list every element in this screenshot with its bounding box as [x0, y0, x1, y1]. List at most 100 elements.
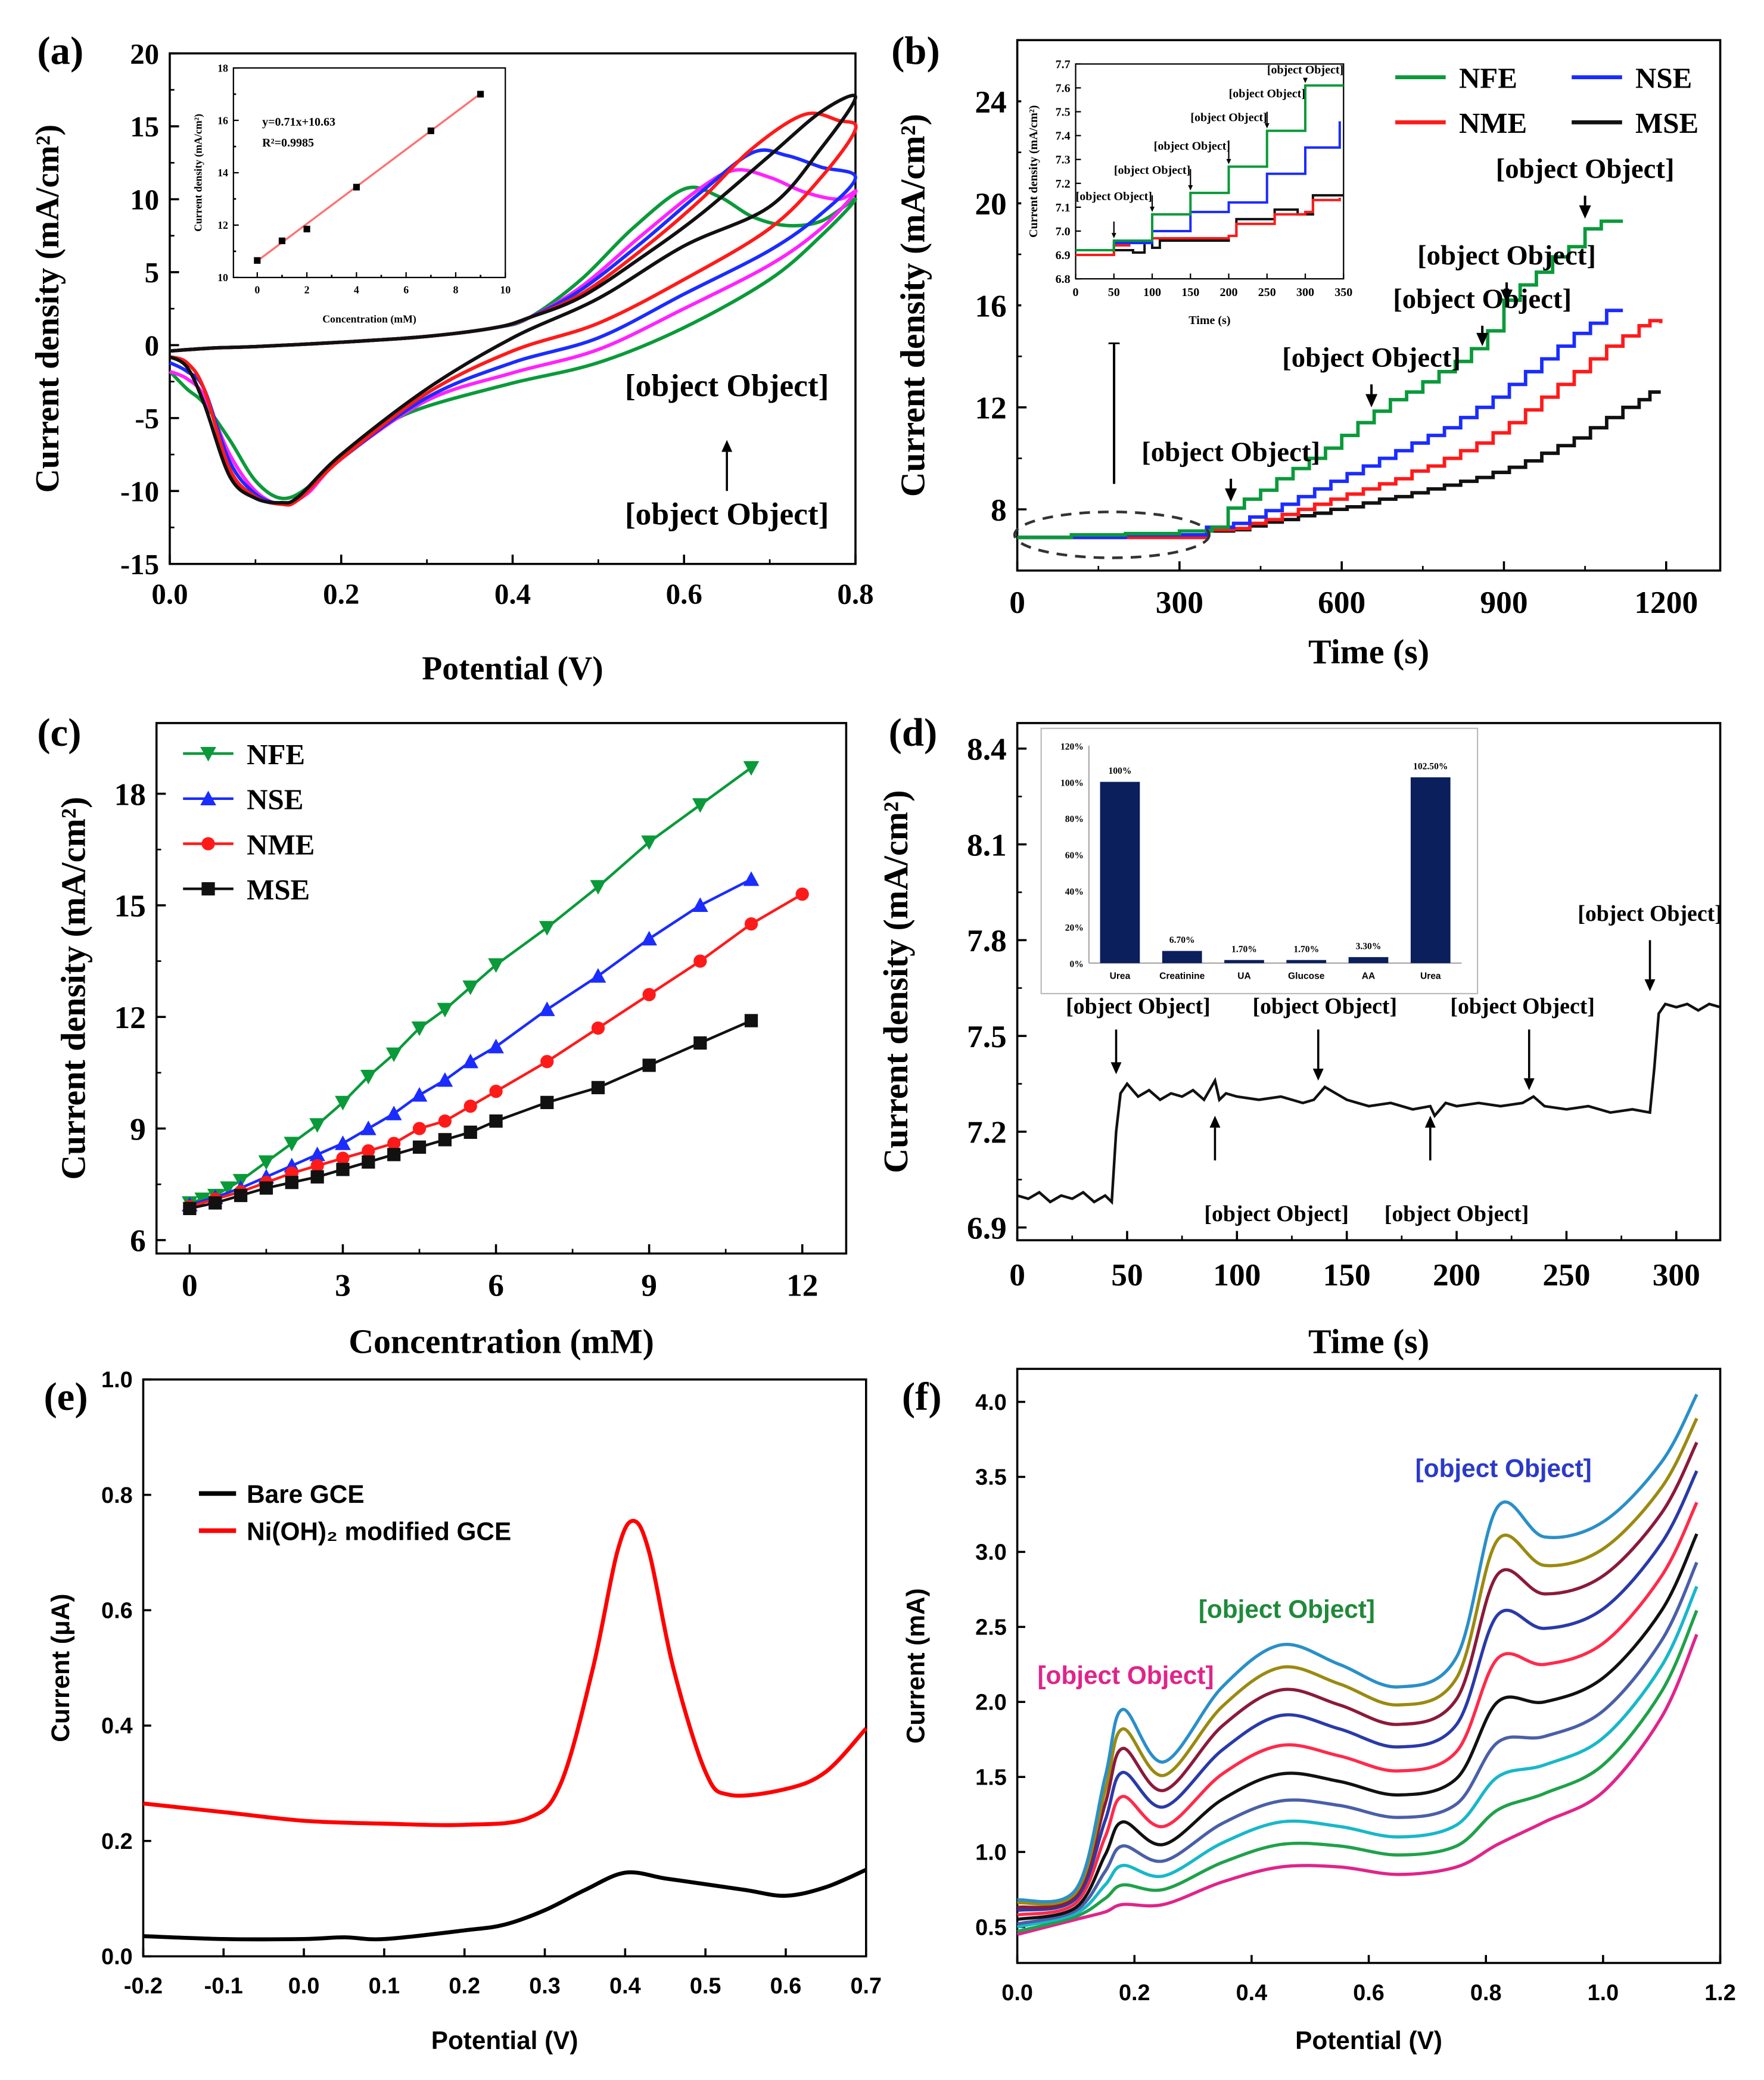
dpv-curve	[1016, 1609, 1698, 1933]
inset-y-tick-label: 80%	[1065, 814, 1084, 824]
dpv-curve	[143, 1868, 867, 1942]
annotation-label: [object Object]	[1417, 240, 1596, 271]
annotation-arrow-head	[1188, 185, 1193, 191]
bar-value-label: 102.50%	[1413, 762, 1448, 772]
annotation-label: [object Object]	[1066, 994, 1211, 1019]
y-tick-label: 2.0	[975, 1690, 1007, 1715]
panel-e: -0.2 -0.1 0.0 0.1 0.2 0.3 0.4 0.5 0.6 0.7 0.0 0.2 0.…	[46, 1368, 882, 2054]
data-point	[278, 237, 286, 244]
marker-square	[591, 1081, 605, 1095]
x-axis-title: Potential (V)	[422, 650, 603, 687]
dpv-curve	[1016, 1633, 1698, 1936]
marker-square	[234, 1188, 248, 1203]
plot-frame	[142, 1378, 867, 1958]
inset-step-curve	[1075, 84, 1344, 252]
y-tick-label: -10	[120, 475, 159, 507]
bar-value-label: 6.70%	[1169, 935, 1195, 945]
bar	[1224, 960, 1264, 963]
y-tick-label: 3.5	[975, 1465, 1007, 1490]
annotation-label: [object Object]	[1267, 63, 1343, 76]
bar	[1348, 957, 1389, 963]
marker-circle	[387, 1136, 401, 1150]
inset-y-tick-label: 0%	[1070, 960, 1084, 970]
data-point	[254, 257, 261, 264]
y-tick-label: 0.4	[101, 1714, 133, 1739]
y-tick-label: 20	[975, 186, 1006, 222]
annotation-arrow-head	[1644, 979, 1656, 992]
marker-square	[336, 1163, 350, 1176]
x-tick-label: 300	[1653, 1257, 1700, 1293]
bar-category-label: UA	[1237, 972, 1251, 982]
y-tick-label: 0.0	[101, 1945, 133, 1970]
dpv-curve	[1017, 1502, 1698, 1917]
y-tick-label: 7.8	[967, 923, 1007, 958]
y-tick-label: 0.6	[101, 1599, 133, 1624]
marker-triangle-down	[360, 1070, 377, 1085]
y-tick-label: 0	[145, 329, 159, 362]
x-tick-label: 0.2	[323, 578, 359, 611]
step-curve	[1017, 219, 1623, 540]
fit-equation: y=0.71x+10.63	[262, 116, 335, 129]
cv-curve	[169, 94, 857, 505]
legend-label: NME	[247, 828, 315, 861]
step-curve	[1017, 309, 1623, 540]
panel-c: 0 3 6 9 12 6 9 12 15 18 Concentration (mM) Current …	[54, 722, 848, 1360]
marker-triangle-up	[462, 1053, 479, 1069]
annotation-label: [object Object]	[1037, 1661, 1214, 1689]
y-tick-label: 12	[217, 219, 228, 231]
y-tick-label: 8.1	[967, 827, 1007, 862]
x-tick-label: 10	[500, 284, 511, 296]
marker-triangle-up	[743, 871, 760, 886]
x-tick-label: 6	[488, 1268, 504, 1303]
annotation-arrow-head	[1209, 1116, 1221, 1128]
x-tick-label: 0	[1073, 286, 1079, 299]
inset-step: 0 50 100 150 200 250 300 350 6.8 6.9 7.0 7.1 7.2 7.3 7…	[1021, 51, 1353, 342]
bar-category-label: Urea	[1420, 972, 1441, 982]
annotation-label: [object Object]	[1393, 284, 1572, 315]
dpv-curve	[143, 1518, 868, 1827]
step-curve	[1017, 319, 1663, 540]
marker-triangle-up	[590, 968, 606, 983]
y-tick-label: 18	[217, 62, 228, 74]
x-tick-label: 0.1	[369, 1974, 400, 1999]
x-axis-title: Time (s)	[1308, 1322, 1429, 1360]
y-tick-label: 7.5	[1056, 106, 1071, 119]
bar	[1162, 951, 1202, 963]
x-tick-label: 0.4	[609, 1974, 641, 1999]
amperometric-trace	[1016, 1002, 1721, 1205]
y-tick-label: 6.8	[1056, 273, 1071, 286]
marker-triangle-down	[692, 798, 708, 813]
marker-square	[362, 1155, 375, 1169]
dpv-curve	[1017, 1441, 1698, 1909]
y-tick-label: 16	[217, 114, 228, 126]
annotation-label: [object Object]	[1141, 437, 1320, 468]
y-axis-title: Current density (mA/cm²)	[1027, 105, 1040, 238]
bar-value-label: 1.70%	[1293, 944, 1319, 954]
annotation-arrow-head	[1226, 158, 1231, 164]
marker-triangle-up	[437, 1072, 453, 1087]
y-tick-label: 14	[217, 167, 228, 179]
annotation-label: [object Object]	[1114, 164, 1190, 177]
annotation-arrow-head	[721, 440, 733, 452]
y-tick-label: 12	[114, 999, 145, 1035]
x-tick-label: 0	[182, 1268, 198, 1303]
x-tick-label: 150	[1323, 1257, 1371, 1293]
bar-category-label: Creatinine	[1159, 972, 1205, 982]
x-tick-label: 0.6	[770, 1974, 802, 1999]
marker-triangle-down	[220, 1181, 237, 1196]
data-point	[427, 127, 434, 135]
x-tick-label: 100	[1143, 286, 1161, 299]
x-tick-label: 2	[304, 284, 310, 296]
marker-circle	[336, 1151, 350, 1165]
panel-label: (c)	[37, 711, 81, 755]
x-tick-label: 8	[453, 284, 458, 296]
inset-step-curve	[1075, 197, 1341, 257]
x-tick-label: 1200	[1634, 584, 1698, 620]
y-tick-label: 18	[114, 776, 145, 812]
marker-square	[540, 1095, 554, 1110]
annotation-arrow-head	[1264, 123, 1270, 129]
y-tick-label: 7.5	[967, 1019, 1007, 1054]
annotation-arrow-head	[1303, 77, 1308, 83]
panel-label: (d)	[889, 711, 938, 755]
marker-triangle-up	[411, 1087, 428, 1102]
